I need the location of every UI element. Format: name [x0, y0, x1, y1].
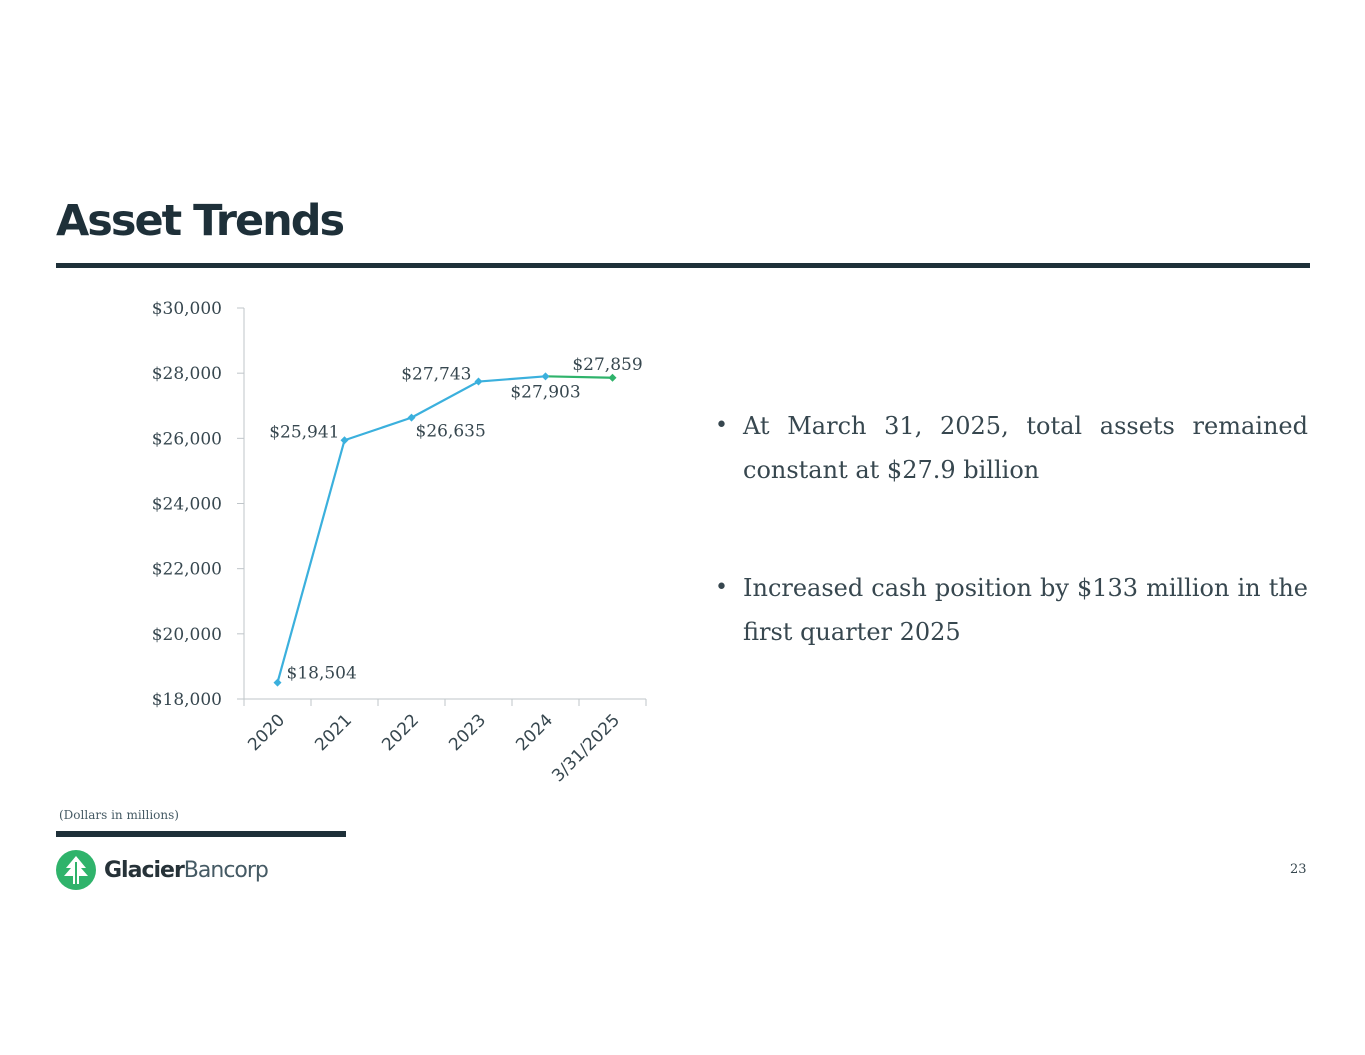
series-line-segment	[410, 380, 480, 419]
data-point-marker	[273, 678, 282, 687]
data-point-marker	[541, 372, 550, 381]
x-tick-label: 2022	[378, 710, 423, 755]
y-tick-label: $28,000	[152, 364, 222, 384]
page-title: Asset Trends	[56, 196, 345, 246]
data-label: $27,903	[510, 382, 580, 402]
y-tick-label: $30,000	[152, 299, 222, 319]
y-tick-label: $18,000	[152, 690, 222, 710]
bullet-text: At March 31, 2025, total assets remained…	[743, 412, 1308, 484]
tree-icon	[56, 850, 96, 890]
x-tick-label: 2023	[445, 710, 490, 755]
x-tick-label: 2020	[244, 710, 289, 755]
bullet-text: Increased cash position by $133 million …	[743, 574, 1308, 646]
data-label: $26,635	[416, 422, 486, 442]
x-tick-label: 2021	[311, 710, 356, 755]
data-point-marker	[407, 413, 416, 422]
y-tick-label: $26,000	[152, 429, 222, 449]
footer-rule	[56, 831, 346, 837]
series-line-segment	[545, 375, 613, 379]
logo-word-bold: Glacier	[104, 857, 185, 883]
logo-word-regular: Bancorp	[183, 857, 269, 883]
series-line-segment	[478, 375, 546, 383]
bullet-marker: •	[715, 575, 728, 600]
page-number: 23	[1290, 862, 1307, 877]
data-point-marker	[340, 436, 349, 445]
bullet-list: • At March 31, 2025, total assets remain…	[715, 404, 1308, 654]
x-tick-label: 3/31/2025	[548, 710, 624, 786]
footnote: (Dollars in millions)	[59, 808, 179, 822]
series-line-segment	[344, 416, 412, 442]
asset-trend-chart: $18,000 $20,000 $22,000 $24,000 $26,000 $28,0…	[152, 299, 647, 786]
data-label: $25,941	[269, 422, 339, 442]
data-label: $18,504	[287, 664, 357, 684]
bullet-item: • Increased cash position by $133 millio…	[715, 566, 1308, 654]
data-point-marker	[474, 377, 483, 386]
y-tick-label: $22,000	[152, 560, 222, 580]
title-underline	[56, 263, 1310, 268]
company-logo: GlacierBancorp	[56, 850, 269, 890]
bullet-item: • At March 31, 2025, total assets remain…	[715, 404, 1308, 492]
data-point-marker	[608, 373, 617, 382]
logo-wordmark: GlacierBancorp	[104, 857, 269, 883]
x-tick-label: 2024	[512, 710, 557, 755]
y-tick-label: $20,000	[152, 625, 222, 645]
data-label: $27,743	[401, 365, 471, 385]
data-label: $27,859	[572, 355, 642, 375]
bullet-marker: •	[715, 413, 728, 438]
series-line-segment	[276, 439, 346, 683]
y-tick-label: $24,000	[152, 495, 222, 515]
